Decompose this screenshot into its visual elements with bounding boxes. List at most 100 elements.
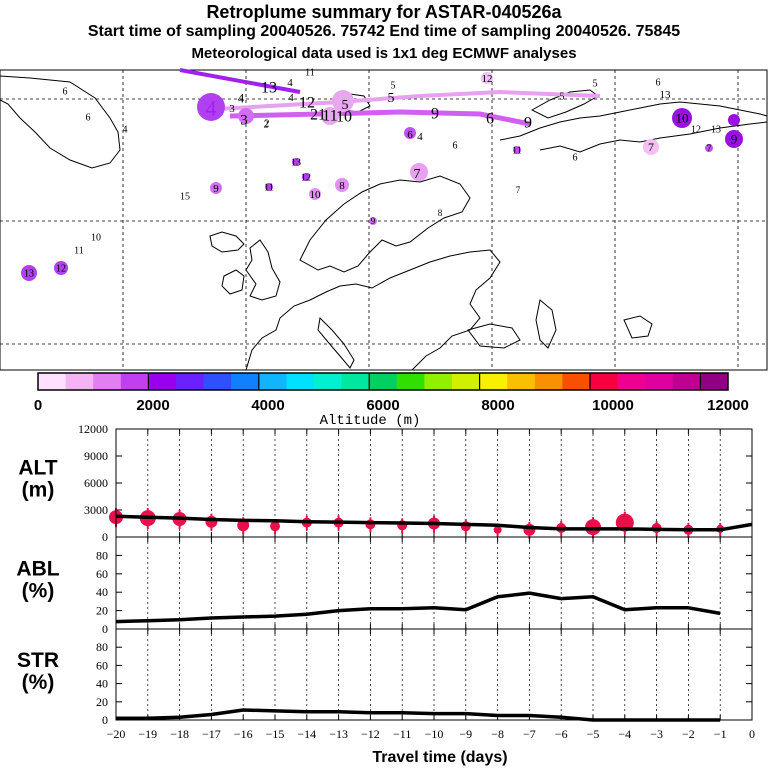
colorbar-tick-label: 8000 [481, 397, 514, 414]
y-tick-label: 9000 [84, 449, 108, 463]
colorbar-segment [700, 373, 729, 390]
sampling-time-subtitle: Start time of sampling 20040526. 75742 E… [87, 23, 681, 40]
colorbar-segment [424, 373, 453, 390]
plume-label: 13 [711, 125, 721, 136]
plume-label: 15 [180, 192, 190, 203]
plume-label: 2 [265, 119, 270, 130]
colorbar-segment [534, 373, 563, 390]
colorbar-segment [231, 373, 260, 390]
x-tick-label: 0 [749, 727, 755, 741]
colorbar-segment [590, 373, 619, 390]
colorbar-segment [369, 373, 398, 390]
colorbar-segment [672, 373, 701, 390]
plume-label: 13 [261, 80, 277, 97]
plume-circle [728, 114, 740, 126]
plume-label: 9 [524, 115, 532, 132]
plume-circle [292, 158, 300, 166]
plume-label: 11 [264, 183, 274, 194]
plume-label: 4 [287, 77, 293, 89]
x-tick-label: −8 [491, 727, 504, 741]
colorbar-segment [396, 373, 425, 390]
plume-label: 12 [482, 73, 493, 85]
colorbar-frame [37, 372, 729, 391]
colorbar-segment [314, 373, 343, 390]
plume-label: 12 [56, 264, 66, 275]
altitude-colorbar: 0 2000 4000 6000 8000 10000 12000 Altitude (m) [34, 372, 749, 429]
plume-label: 9 [431, 106, 439, 123]
plume-label: 9 [731, 132, 738, 147]
plume-label: 12 [691, 125, 701, 136]
y-tick-label: 0 [102, 622, 108, 636]
x-tick-label: −18 [170, 727, 189, 741]
plume-label: 9 [213, 183, 219, 195]
panel-frame [115, 628, 753, 721]
plume-circle [672, 108, 692, 128]
plume-label: 8 [339, 180, 345, 192]
plume-circle [21, 265, 37, 281]
meteo-data-subtitle: Meteorological data used is 1x1 deg ECMW… [191, 45, 577, 62]
plume-circle [265, 183, 273, 191]
plume-label: 11 [512, 146, 522, 157]
x-tick-label: −14 [297, 727, 316, 741]
plume-label: 6 [86, 113, 91, 124]
x-tick-label: −13 [329, 727, 348, 741]
plume-circle [643, 139, 659, 155]
colorbar-segment [148, 373, 177, 390]
plume-label: 4 [206, 96, 217, 121]
colorbar-segment [120, 373, 149, 390]
x-tick-label: −2 [682, 727, 695, 741]
plume-label: 6 [486, 111, 494, 128]
y-tick-label: 60 [96, 658, 108, 672]
colorbar-tick-label: 2000 [136, 397, 169, 414]
plume-label: 3 [229, 103, 235, 115]
y-tick-label: 0 [102, 713, 108, 727]
plume-label: 5 [388, 91, 395, 106]
plume-label: 11 [322, 108, 337, 125]
colorbar-segment [562, 373, 591, 390]
y-tick-label: 12000 [78, 422, 108, 436]
x-tick-label: −4 [618, 727, 631, 741]
series-line [115, 514, 753, 532]
y-axis-unit: (%) [22, 580, 55, 603]
y-axis-unit: (%) [22, 671, 55, 694]
plume-label: 2 [264, 120, 269, 131]
plume-label: 12 [301, 173, 311, 184]
plume-label: 13 [660, 89, 672, 101]
plume-label: 4 [238, 91, 245, 106]
plume-label: 12 [299, 95, 315, 112]
plume-label: 3 [240, 112, 248, 128]
colorbar-tick-label: 10000 [592, 397, 634, 414]
plume-label: 6 [63, 87, 68, 98]
plume-label: 9 [371, 216, 376, 226]
plume-circle [302, 173, 310, 181]
coastlines [0, 75, 768, 371]
series-line [115, 591, 721, 624]
time-series-panels: 030006000900012000ALT(m)020406080ABL(%)0… [16, 422, 755, 766]
plume-label: 4 [417, 131, 423, 143]
x-tick-label: −9 [459, 727, 472, 741]
plume-circle [332, 90, 354, 112]
colorbar-segment [258, 373, 287, 390]
plume-circle [321, 107, 339, 125]
plume-circles [21, 72, 743, 281]
main-title: Retroplume summary for ASTAR-040526a [206, 2, 562, 22]
plume-label: 10 [336, 109, 352, 126]
x-tick-label: −10 [425, 727, 444, 741]
plume-label: 6 [407, 129, 413, 141]
x-tick-label: −6 [555, 727, 568, 741]
x-tick-label: −12 [361, 727, 380, 741]
colorbar-tick-label: 4000 [251, 397, 284, 414]
x-tick-label: −7 [523, 727, 536, 741]
colorbar-title: Altitude (m) [320, 413, 421, 429]
y-tick-label: 20 [96, 695, 108, 709]
plume-label: 7 [707, 144, 712, 155]
series-line [116, 708, 721, 722]
colorbar-segment [65, 373, 94, 390]
colorbar-segment [645, 373, 674, 390]
plume-circle [309, 188, 321, 200]
colorbar-segment [176, 373, 205, 390]
plume-label: 10 [676, 111, 689, 126]
colorbar-segment [341, 373, 370, 390]
